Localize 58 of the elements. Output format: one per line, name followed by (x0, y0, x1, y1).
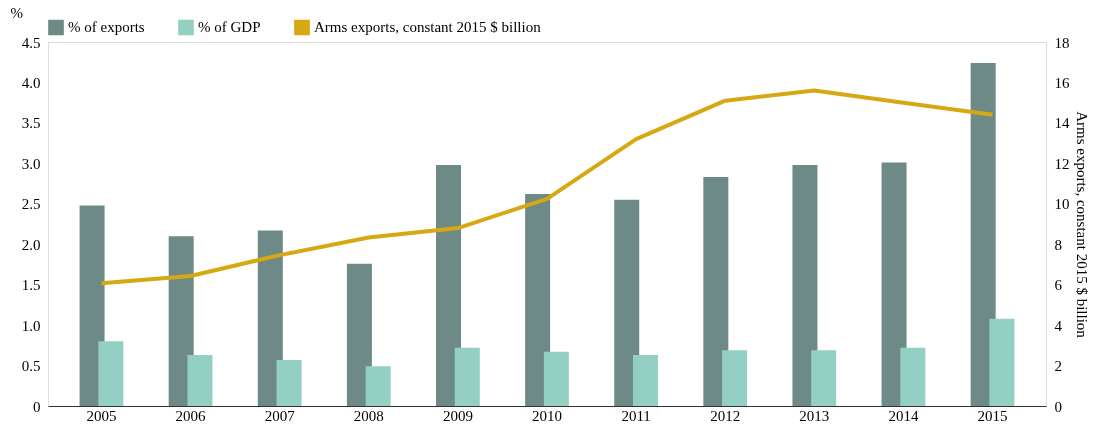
legend-label: % of GDP (198, 19, 261, 36)
bar (614, 199, 640, 406)
y2-tick-label: 8 (1054, 236, 1062, 253)
x-tick-label: 2006 (175, 407, 207, 424)
y2-tick-label: 2 (1054, 358, 1062, 375)
bar (79, 205, 105, 406)
y-axis-title: % (10, 4, 23, 21)
y2-tick-label: 18 (1054, 34, 1070, 51)
y-tick-label: 1.5 (21, 277, 41, 294)
bar (436, 164, 462, 406)
bar (970, 63, 996, 406)
bar (703, 177, 729, 406)
y-tick-label: 4.0 (21, 74, 41, 91)
x-tick-label: 2012 (710, 407, 741, 424)
legend-label: % of exports (68, 19, 145, 36)
bar (881, 162, 907, 406)
bar (900, 347, 926, 406)
y2-tick-label: 6 (1054, 277, 1063, 294)
bar (989, 318, 1015, 406)
line-series (99, 88, 995, 286)
y2-tick-label: 4 (1054, 317, 1063, 334)
bar (632, 355, 658, 406)
x-tick-label: 2011 (621, 407, 651, 424)
y-tick-label: 1.0 (21, 317, 41, 334)
y-tick-label: 3.0 (21, 155, 41, 172)
y-tick-label: 2.0 (21, 236, 41, 253)
y2-tick-label: 10 (1054, 196, 1070, 213)
bar (811, 350, 837, 406)
bar (792, 164, 818, 406)
x-tick-label: 2013 (799, 407, 830, 424)
y-tick-label: 4.5 (21, 34, 41, 51)
y2-axis-title: Arms exports, constant 2015 $ billion (1073, 111, 1090, 339)
bar (187, 355, 213, 406)
y-tick-label: 0.5 (21, 358, 41, 375)
bar (98, 341, 124, 406)
bar (365, 366, 391, 406)
bar (346, 263, 372, 406)
bar (257, 230, 283, 406)
x-tick-label: 2008 (353, 407, 384, 424)
y-tick-label: 0 (33, 398, 41, 415)
x-tick-label: 2014 (888, 407, 919, 424)
bar (276, 359, 302, 406)
bar (543, 351, 569, 406)
y2-tick-label: 0 (1054, 398, 1062, 415)
y2-tick-label: 14 (1054, 115, 1070, 132)
x-tick-label: 2009 (442, 407, 473, 424)
y-tick-label: 3.5 (21, 115, 41, 132)
x-tick-label: 2015 (977, 407, 1008, 424)
bar (525, 194, 551, 406)
y2-tick-label: 12 (1054, 155, 1070, 172)
x-tick-label: 2007 (264, 407, 296, 424)
y2-tick-label: 16 (1054, 74, 1070, 91)
bar (454, 347, 480, 406)
legend-label: Arms exports, constant 2015 $ billion (314, 19, 542, 36)
x-tick-label: 2010 (532, 407, 562, 424)
bar (722, 350, 748, 406)
x-tick-label: 2005 (86, 407, 117, 424)
y-tick-label: 2.5 (21, 196, 41, 213)
